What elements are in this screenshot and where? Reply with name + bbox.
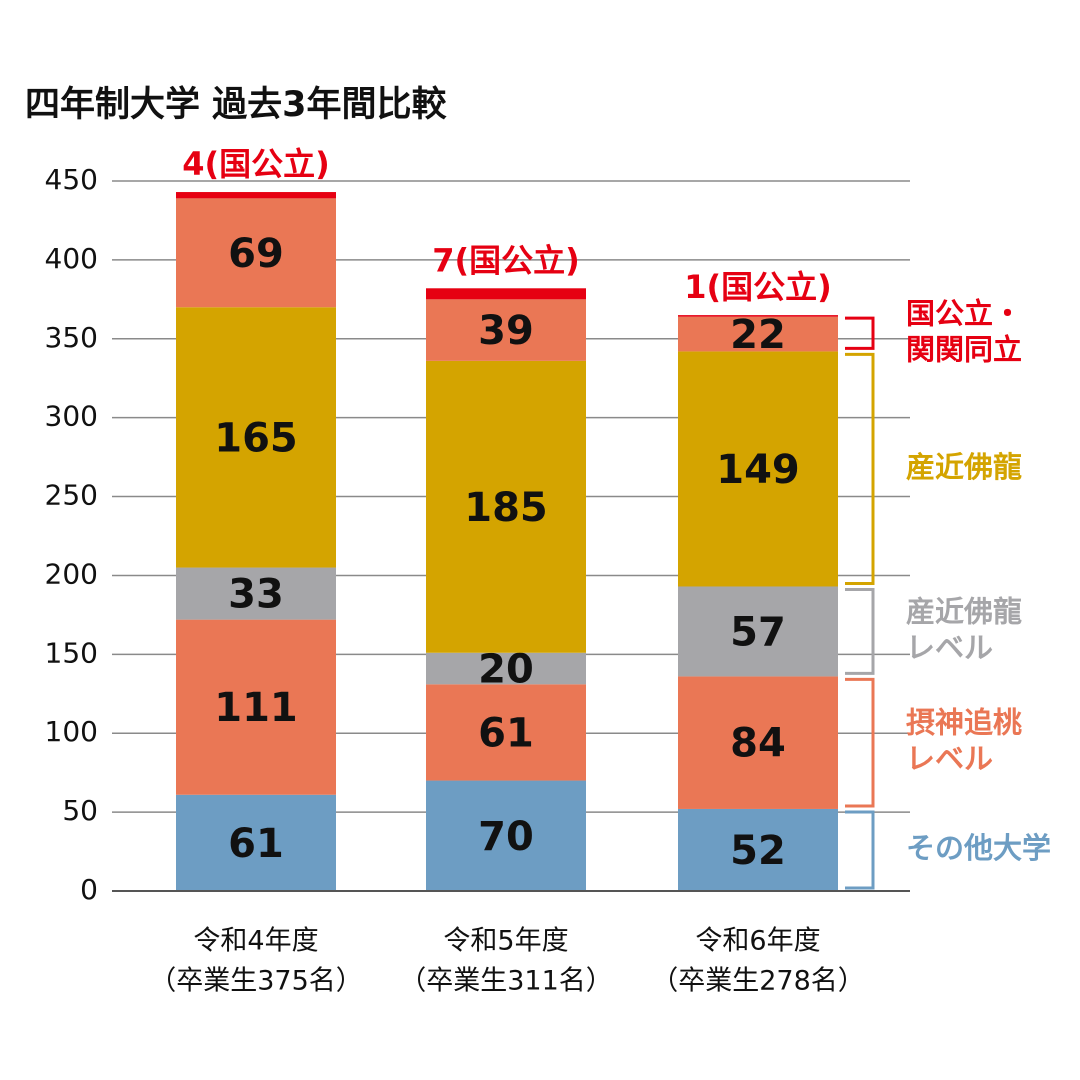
legend-label: 摂神追桃 xyxy=(906,706,1022,740)
bar-segment xyxy=(176,192,336,199)
legend-label: レベル xyxy=(906,742,993,776)
value-label: 70 xyxy=(478,814,534,860)
legend-label: 産近佛龍 xyxy=(906,594,1022,628)
bar-segment xyxy=(426,652,586,685)
legend-bracket xyxy=(845,677,875,808)
value-label: 185 xyxy=(464,485,548,531)
bar-segment xyxy=(426,299,586,361)
x-tick-label: 令和4年度 xyxy=(193,926,318,957)
bar-segment xyxy=(426,360,586,653)
value-label: 57 xyxy=(730,609,786,655)
bar-segment xyxy=(176,619,336,795)
y-tick-label: 200 xyxy=(45,557,98,590)
legend-bracket xyxy=(845,316,875,350)
value-label: 39 xyxy=(478,308,534,354)
y-tick-label: 300 xyxy=(45,400,98,433)
value-label: 69 xyxy=(228,231,284,277)
bar-segment xyxy=(678,315,838,317)
bar-segment xyxy=(176,198,336,308)
bar-segment xyxy=(678,676,838,809)
y-tick-label: 400 xyxy=(45,242,98,275)
bar-segment xyxy=(426,288,586,300)
y-tick-label: 150 xyxy=(45,636,98,669)
bar-segment xyxy=(678,351,838,587)
value-label: 22 xyxy=(730,312,786,358)
x-tick-label: 令和6年度 xyxy=(695,926,820,957)
legend-bracket xyxy=(845,587,875,675)
bar-segment xyxy=(678,316,838,352)
y-tick-label: 100 xyxy=(45,715,98,748)
x-tick-label: （卒業生375名） xyxy=(149,966,363,997)
bar-segment xyxy=(678,808,838,891)
y-tick-label: 450 xyxy=(45,163,98,196)
value-label: 111 xyxy=(214,685,298,731)
x-tick-label: （卒業生311名） xyxy=(399,966,613,997)
bar-segment xyxy=(176,307,336,568)
value-label: 61 xyxy=(478,710,534,756)
value-label: 52 xyxy=(730,828,786,874)
y-tick-label: 50 xyxy=(62,794,98,827)
legend-label: その他大学 xyxy=(906,831,1051,865)
legend-bracket xyxy=(845,352,875,585)
value-label: 165 xyxy=(214,415,298,461)
y-tick-label: 250 xyxy=(45,479,98,512)
x-tick-label: 令和5年度 xyxy=(443,926,568,957)
bar-segment xyxy=(678,586,838,677)
value-label: 7(国公立) xyxy=(432,241,580,279)
y-tick-label: 0 xyxy=(80,873,98,906)
legend-bracket xyxy=(845,810,875,890)
bar-segment xyxy=(426,780,586,891)
legend-label: 産近佛龍 xyxy=(906,450,1022,484)
bar-segment xyxy=(176,794,336,891)
value-label: 20 xyxy=(478,647,534,693)
bar-segment xyxy=(176,567,336,620)
value-label: 1(国公立) xyxy=(684,268,832,306)
x-tick-label: （卒業生278名） xyxy=(651,966,865,997)
value-label: 33 xyxy=(228,572,284,618)
legend-label: レベル xyxy=(906,630,993,664)
chart-title: 四年制大学 過去3年間比較 xyxy=(25,84,448,125)
bar-segment xyxy=(426,684,586,781)
value-label: 149 xyxy=(716,447,800,493)
legend-label: 関関同立 xyxy=(906,332,1022,366)
value-label: 61 xyxy=(228,821,284,867)
legend-label: 国公立・ xyxy=(906,296,1022,330)
value-label: 4(国公立) xyxy=(182,145,330,183)
y-tick-label: 350 xyxy=(45,321,98,354)
value-label: 84 xyxy=(730,721,786,767)
